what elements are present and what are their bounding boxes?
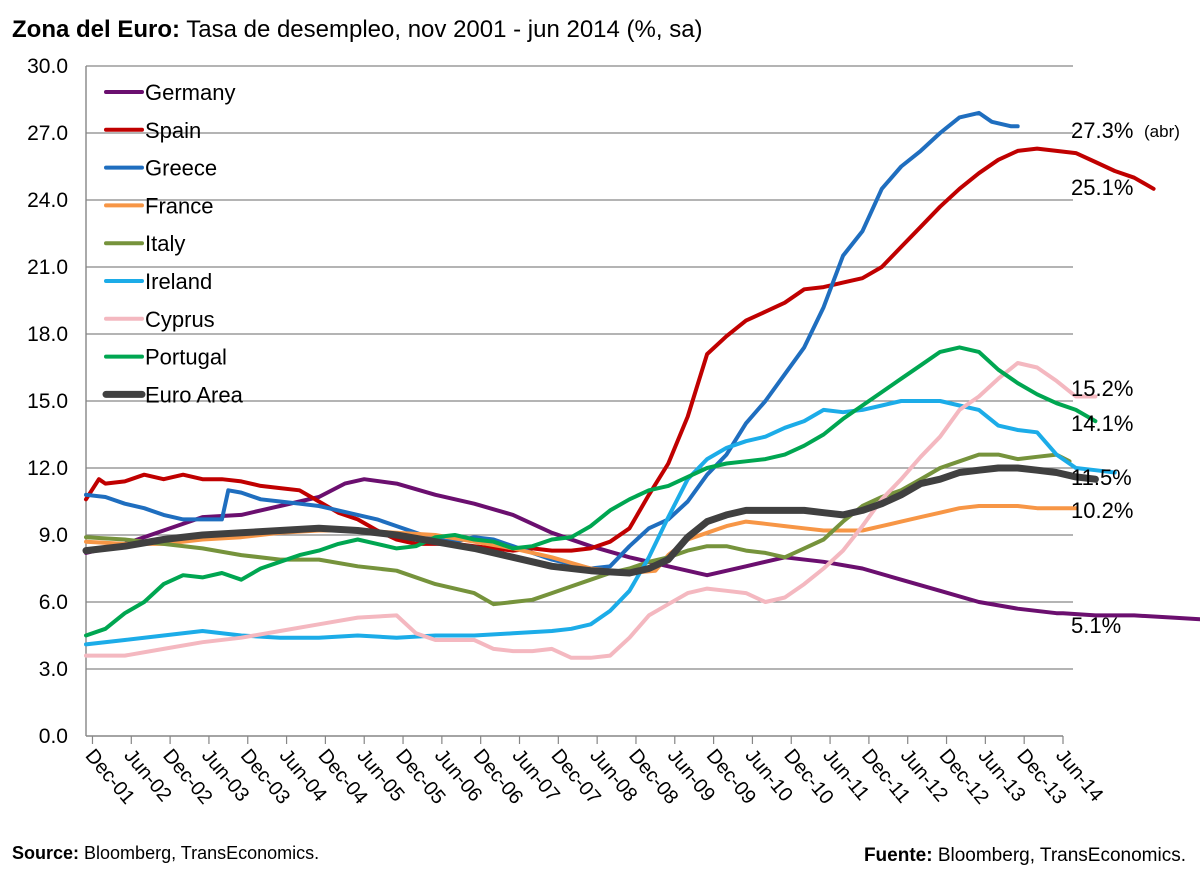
series-line-cyprus <box>84 361 1098 660</box>
legend-label-portugal: Portugal <box>145 345 227 370</box>
end-label-portugal: 14.1% <box>1071 411 1133 436</box>
end-note-greece: (abr) <box>1144 122 1180 141</box>
end-label-cyprus: 15.2% <box>1071 376 1133 401</box>
source-note-left: Source: Bloomberg, TransEconomics. <box>12 843 319 864</box>
series-line-ireland <box>84 399 1117 647</box>
source-left-label: Source: <box>12 843 80 863</box>
y-tick-label: 9.0 <box>39 524 68 547</box>
y-tick-label: 24.0 <box>27 189 68 212</box>
y-tick-label: 3.0 <box>39 658 68 681</box>
series-line-germany <box>84 477 1200 622</box>
legend-label-spain: Spain <box>145 118 201 143</box>
legend-label-france: France <box>145 193 213 218</box>
series-line-euro-area <box>82 464 1099 577</box>
source-left-text: Bloomberg, TransEconomics. <box>79 843 320 863</box>
y-tick-label: 15.0 <box>27 390 68 413</box>
series-layer <box>82 110 1200 660</box>
series-line-portugal <box>84 345 1098 638</box>
legend-label-greece: Greece <box>145 156 217 181</box>
end-label-layer: 5.1% 25.1% 27.3% (abr) 10.2% 11.5% 15.2% 14.1% <box>1071 118 1180 638</box>
chart-title-rest: Tasa de desempleo, nov 2001 - jun 2014 (… <box>180 16 703 43</box>
series-line-spain <box>84 146 1156 553</box>
y-tick-label: 18.0 <box>27 323 68 346</box>
series-line-greece <box>84 110 1020 571</box>
chart-title-bold: Zona del Euro: <box>12 16 180 43</box>
source-note-right: Fuente: Bloomberg, TransEconomics. <box>864 845 1186 867</box>
legend-label-cyprus: Cyprus <box>145 307 215 332</box>
legend-label-germany: Germany <box>145 80 235 105</box>
source-right-text: Bloomberg, TransEconomics. <box>932 845 1186 866</box>
end-label-greece: 27.3% <box>1071 118 1133 143</box>
y-tick-label: 30.0 <box>27 55 68 78</box>
end-label-france: 10.2% <box>1071 498 1133 523</box>
y-tick-label: 21.0 <box>27 256 68 279</box>
y-tick-label: 27.0 <box>27 122 68 145</box>
series-line-italy <box>84 452 1072 607</box>
legend-label-italy: Italy <box>145 231 185 256</box>
legend-label-ireland: Ireland <box>145 269 212 294</box>
end-label-spain: 25.1% <box>1071 175 1133 200</box>
end-label-germany: 5.1% <box>1071 613 1121 638</box>
legend-label-euro-area: Euro Area <box>145 382 244 407</box>
y-tick-label: 0.0 <box>39 725 68 748</box>
end-label-ireland: 11.5% <box>1071 465 1132 490</box>
chart-title: Zona del Euro: Tasa de desempleo, nov 20… <box>12 16 703 44</box>
y-tick-label: 6.0 <box>39 591 68 614</box>
legend-layer: Germany Spain Greece France Italy Ireland Cypr… <box>102 80 244 407</box>
source-right-label: Fuente: <box>863 845 933 866</box>
y-tick-label: 12.0 <box>27 457 68 480</box>
